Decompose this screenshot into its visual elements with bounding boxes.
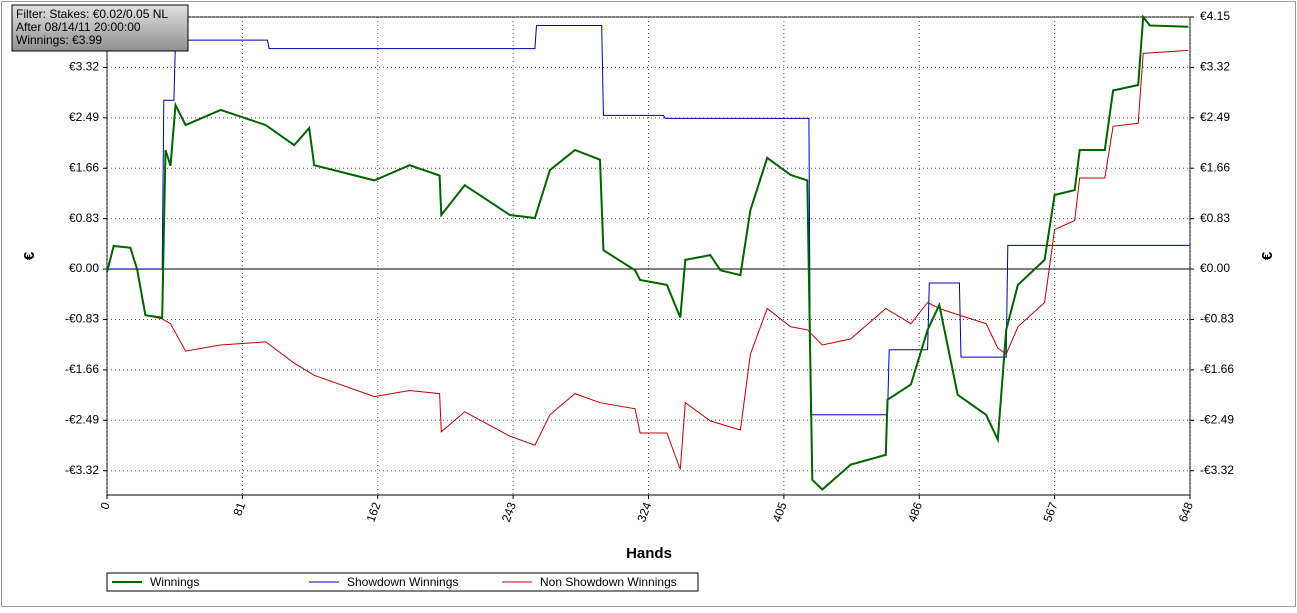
x-tick-label: 405 [770, 500, 790, 524]
y-axis-title: € [21, 251, 38, 260]
x-tick-label: 0 [97, 500, 113, 511]
legend-label: Non Showdown Winnings [540, 575, 677, 589]
y-tick-label: €0.00 [69, 261, 99, 275]
series-line [106, 14, 1189, 491]
series-line [106, 49, 1189, 470]
y2-tick-label: €0.00 [1200, 261, 1230, 275]
plot-area [106, 16, 1191, 496]
x-tick-label: 243 [499, 500, 519, 524]
x-tick-label: 81 [230, 500, 248, 518]
y-tick-label: -€0.83 [65, 312, 99, 326]
y-tick-label: €0.83 [69, 211, 99, 225]
y2-tick-label: -€1.66 [1200, 362, 1234, 376]
y-tick-label: €2.49 [69, 110, 99, 124]
x-tick-label: 486 [905, 500, 925, 524]
legend-label: Showdown Winnings [347, 575, 458, 589]
info-text: Filter: Stakes: €0.02/0.05 NL [16, 7, 168, 21]
y-tick-label: -€2.49 [65, 412, 99, 426]
x-axis-title: Hands [626, 545, 672, 562]
y-tick-label: -€3.32 [65, 463, 99, 477]
y2-tick-label: €1.66 [1200, 160, 1230, 174]
y-tick-label: €1.66 [69, 160, 99, 174]
y2-tick-label: €4.15 [1200, 9, 1230, 23]
info-text: Winnings: €3.99 [16, 33, 102, 47]
y2-tick-label: -€3.32 [1200, 463, 1234, 477]
info-text: After 08/14/11 20:00:00 [16, 20, 141, 34]
y2-axis-title: € [1259, 251, 1276, 260]
x-tick-label: 567 [1040, 500, 1060, 524]
x-tick-label: 162 [364, 500, 384, 524]
x-tick-label: 648 [1176, 500, 1196, 524]
y2-tick-label: €2.49 [1200, 110, 1230, 124]
y2-tick-label: -€2.49 [1200, 412, 1234, 426]
y2-tick-label: -€0.83 [1200, 312, 1234, 326]
y2-tick-label: €0.83 [1200, 211, 1230, 225]
x-tick-label: 324 [634, 500, 654, 524]
info-box [11, 4, 189, 52]
y-tick-label: -€1.66 [65, 362, 99, 376]
y-tick-label: €3.32 [69, 60, 99, 74]
legend [106, 572, 699, 592]
y2-tick-label: €3.32 [1200, 60, 1230, 74]
legend-label: Winnings [150, 575, 199, 589]
